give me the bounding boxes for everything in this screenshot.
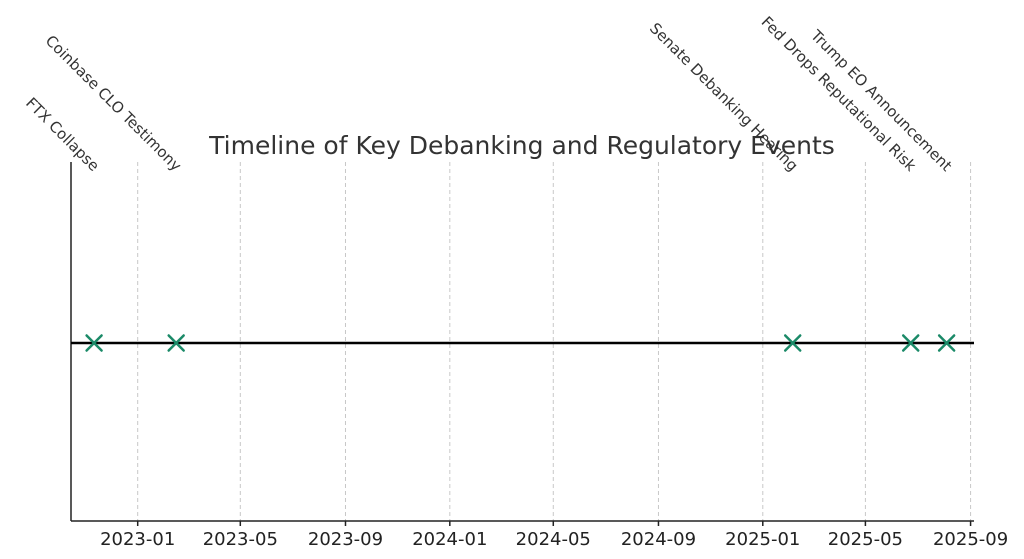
event-label: Coinbase CLO Testimony [42,32,185,175]
event-marker [167,334,185,352]
x-tick-label: 2023-01 [100,529,175,550]
x-tick-label: 2023-09 [308,529,383,550]
x-marker-icon [85,334,103,352]
x-tick-label: 2023-05 [203,529,278,550]
chart-title: Timeline of Key Debanking and Regulatory… [208,131,835,160]
event-marker [901,334,920,352]
event-marker [783,334,802,352]
x-tick-label: 2024-01 [412,529,487,550]
x-marker-icon [901,334,920,352]
x-marker-icon [783,334,802,352]
event-label: FTX Collapse [22,94,103,175]
x-tick-label: 2025-05 [828,529,903,550]
x-tick-labels: 2023-01 2023-05 2023-09 2024-01 2024-05 2024-… [100,521,1008,550]
event-marker [85,334,103,352]
x-tick-label: 2024-05 [516,529,591,550]
x-marker-icon [167,334,185,352]
x-marker-icon [937,334,956,352]
x-tick-label: 2024-09 [621,529,696,550]
x-grid [137,162,972,521]
x-tick-label: 2025-09 [933,529,1008,550]
event-marker [937,334,956,352]
x-tick-label: 2025-01 [725,529,800,550]
